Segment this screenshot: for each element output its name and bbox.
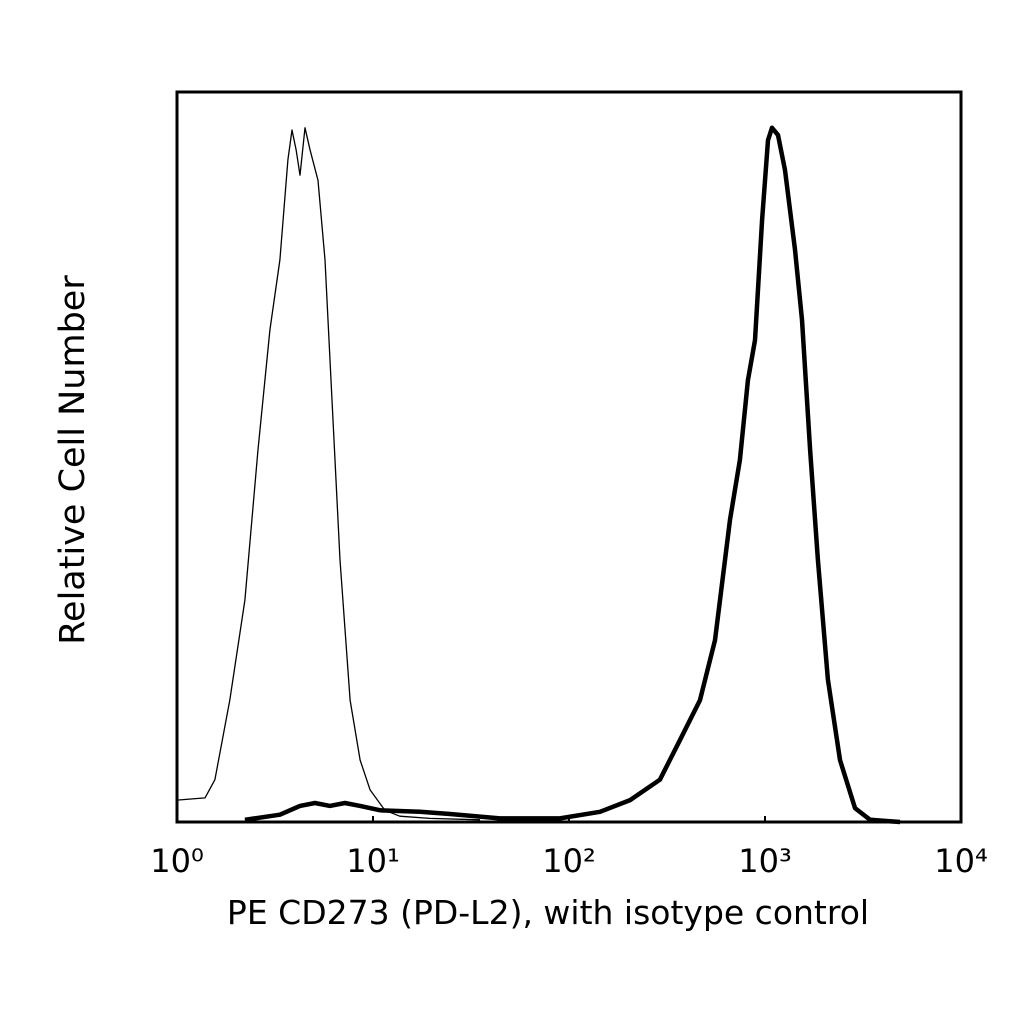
x-tick-label: 10⁴ [934, 842, 988, 880]
x-tick-label: 10⁰ [150, 842, 204, 880]
x-tick-label: 10² [542, 842, 596, 880]
x-tick-label: 10³ [738, 842, 792, 880]
y-axis-label: Relative Cell Number [53, 275, 93, 645]
histogram-line [176, 127, 481, 821]
x-axis-label: PE CD273 (PD-L2), with isotype control [227, 893, 869, 932]
plot-frame [175, 90, 963, 824]
x-tick-label: 10¹ [346, 842, 400, 880]
histogram-line [244, 125, 901, 825]
